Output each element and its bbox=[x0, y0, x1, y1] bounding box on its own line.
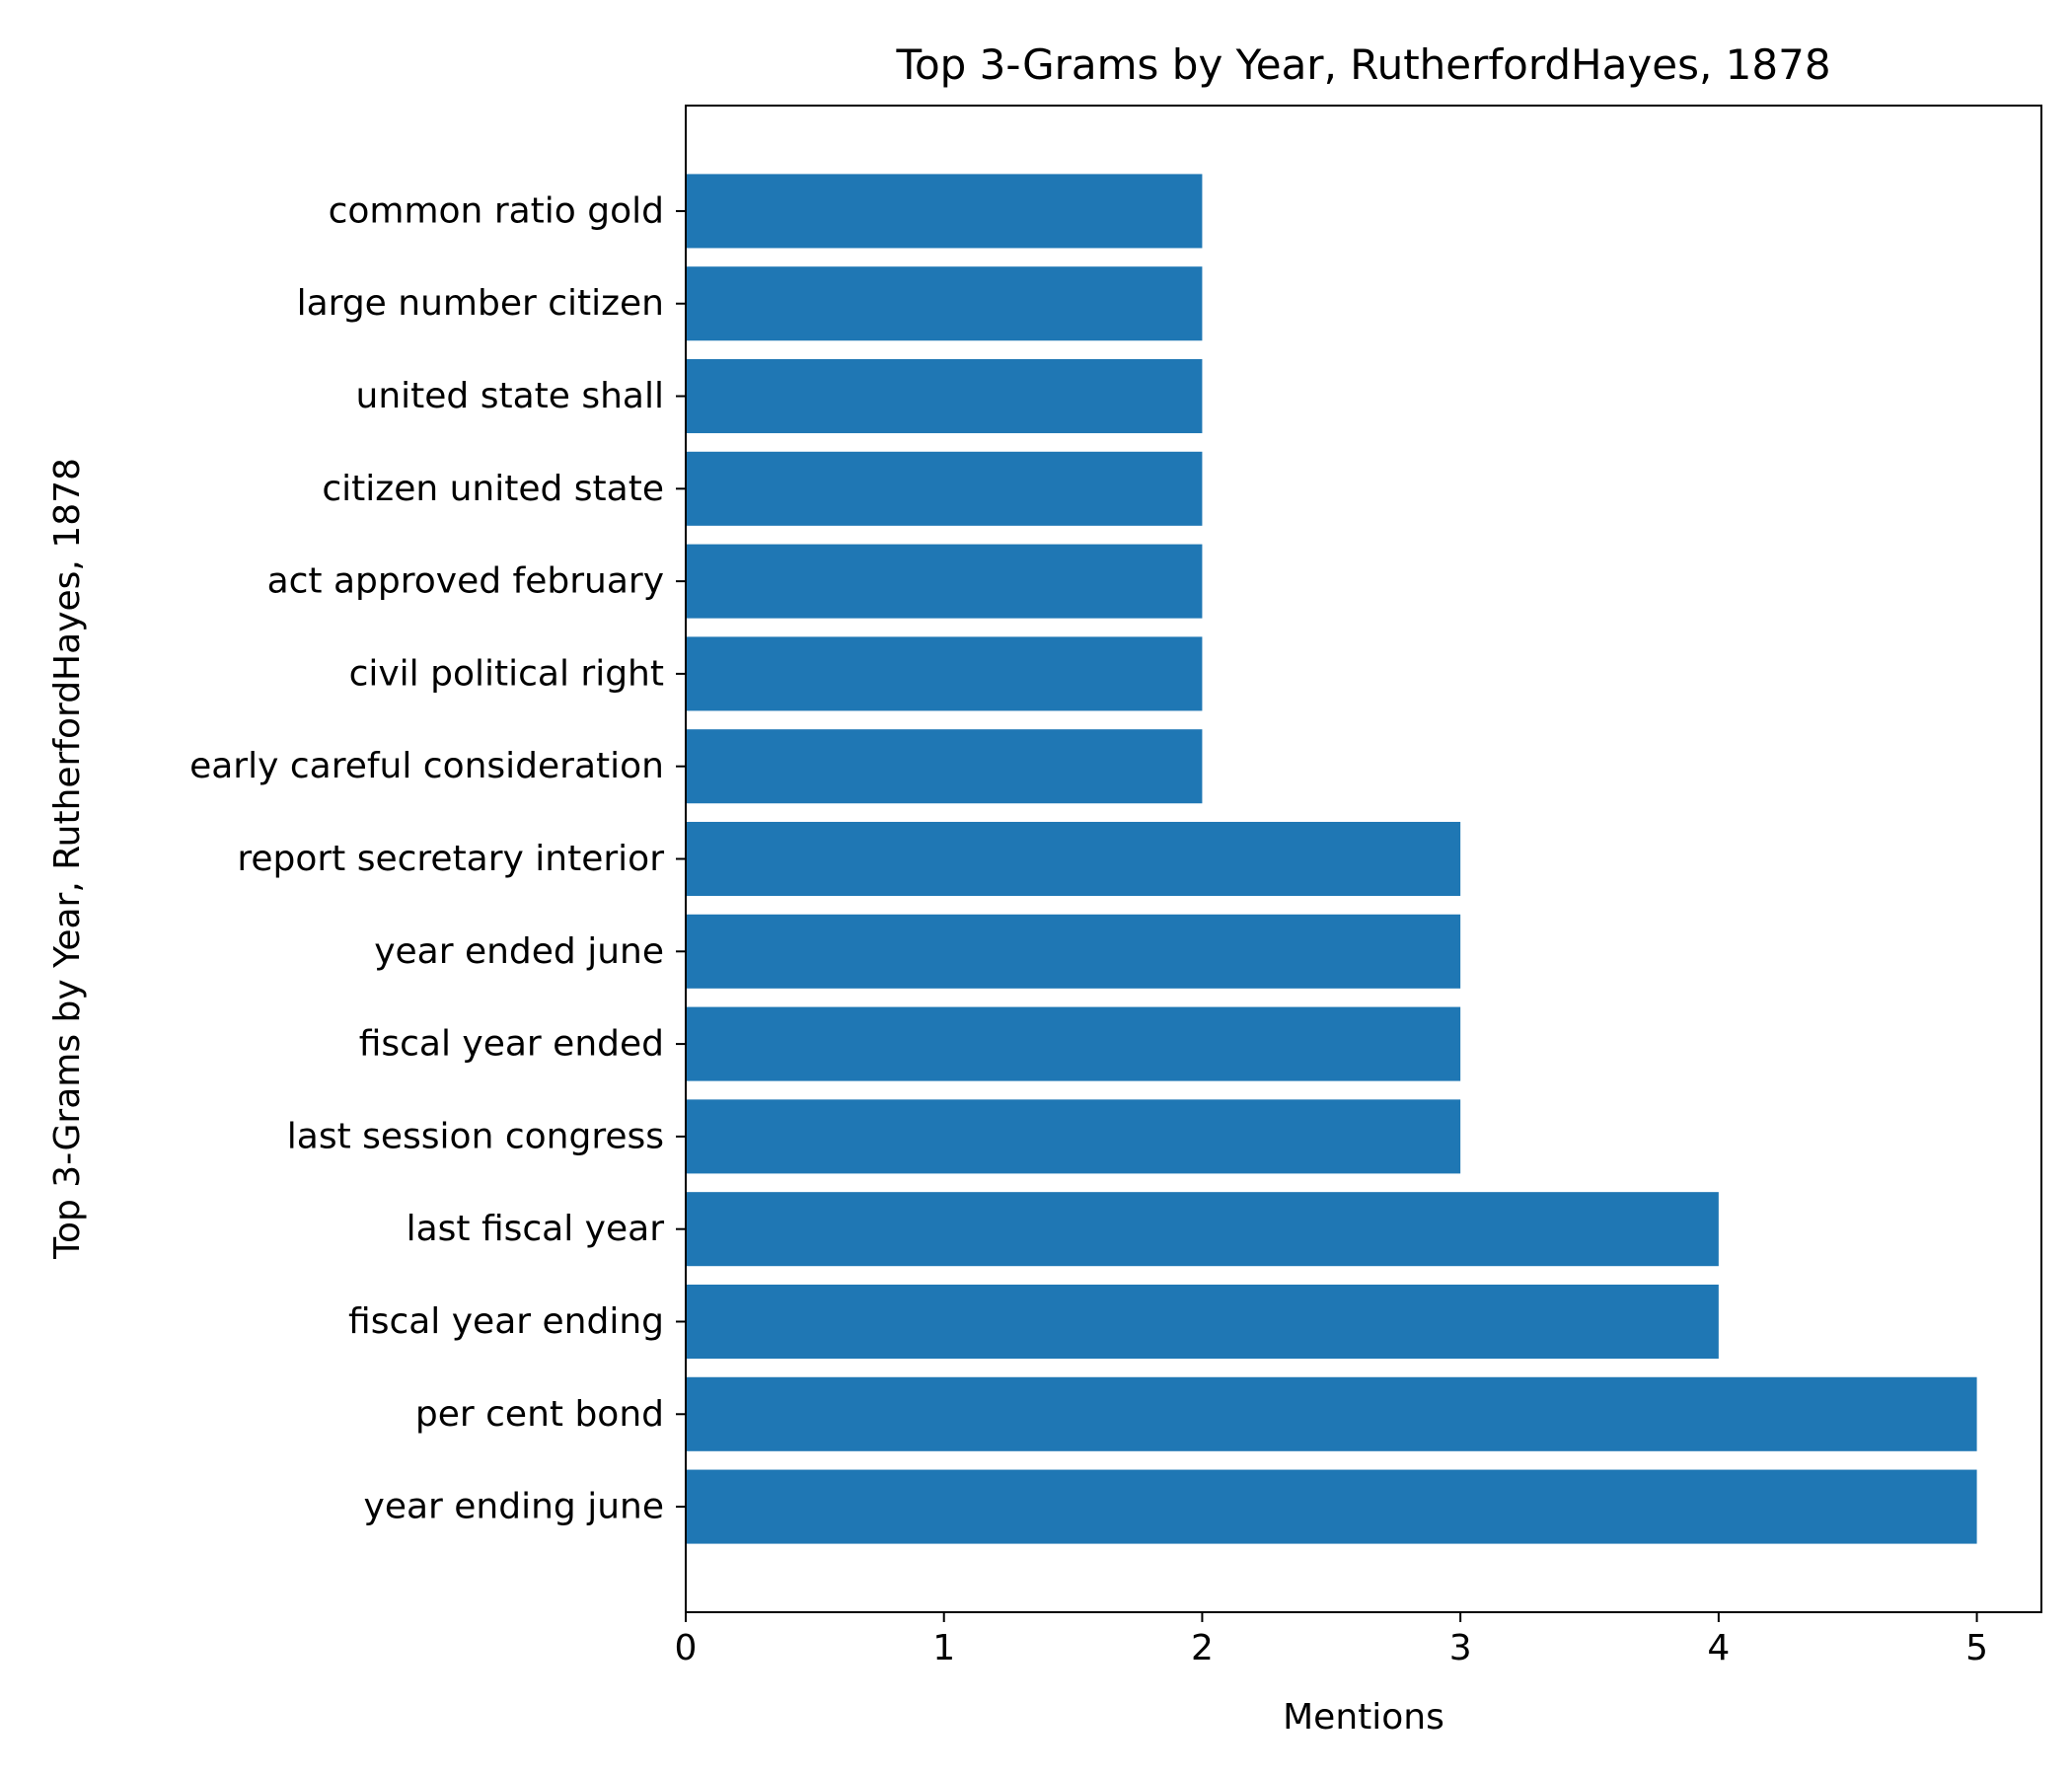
bar bbox=[686, 1469, 1977, 1544]
y-tick-label: year ending june bbox=[364, 1487, 664, 1527]
y-tick-label: citizen united state bbox=[322, 469, 664, 509]
bar bbox=[686, 1376, 1977, 1451]
x-tick-label: 1 bbox=[932, 1628, 955, 1668]
y-tick-label: civil political right bbox=[349, 653, 664, 694]
y-axis-ticks: year ending june per cent bond fiscal year… bbox=[189, 190, 686, 1527]
y-tick-label: last session congress bbox=[287, 1116, 664, 1156]
bar bbox=[686, 1192, 1719, 1267]
bar bbox=[686, 174, 1203, 249]
y-tick-label: early careful consideration bbox=[189, 746, 664, 786]
chart-title: Top 3-Grams by Year, RutherfordHayes, 18… bbox=[895, 40, 1830, 89]
x-tick-label: 2 bbox=[1191, 1628, 1214, 1668]
x-tick-label: 5 bbox=[1965, 1628, 1988, 1668]
x-axis-ticks: 0 1 2 3 4 5 bbox=[675, 1612, 1988, 1668]
y-tick-label: last fiscal year bbox=[407, 1209, 665, 1249]
y-tick-label: fiscal year ending bbox=[348, 1301, 664, 1342]
y-tick-label: per cent bond bbox=[415, 1394, 664, 1435]
y-tick-label: united state shall bbox=[356, 376, 664, 416]
bar bbox=[686, 359, 1203, 434]
bar bbox=[686, 821, 1461, 897]
x-tick-label: 4 bbox=[1707, 1628, 1730, 1668]
x-tick-label: 3 bbox=[1449, 1628, 1472, 1668]
x-axis-label: Mentions bbox=[1283, 1697, 1444, 1738]
bar bbox=[686, 729, 1203, 804]
x-tick-label: 0 bbox=[675, 1628, 698, 1668]
bar bbox=[686, 1006, 1461, 1081]
y-axis-label: Top 3-Grams by Year, RutherfordHayes, 18… bbox=[47, 458, 88, 1260]
y-tick-label: act approved february bbox=[267, 561, 664, 602]
bar bbox=[686, 1099, 1461, 1174]
bars-group bbox=[686, 174, 1977, 1544]
bar bbox=[686, 1284, 1719, 1359]
y-tick-label: large number citizen bbox=[297, 283, 664, 324]
y-tick-label: fiscal year ended bbox=[359, 1024, 664, 1065]
bar bbox=[686, 914, 1461, 989]
y-tick-label: year ended june bbox=[374, 931, 664, 972]
bar bbox=[686, 636, 1203, 711]
bar bbox=[686, 451, 1203, 526]
y-tick-label: report secretary interior bbox=[237, 839, 664, 879]
bar bbox=[686, 544, 1203, 619]
y-tick-label: common ratio gold bbox=[329, 190, 664, 231]
plot-frame bbox=[685, 105, 2042, 1613]
bar bbox=[686, 266, 1203, 341]
